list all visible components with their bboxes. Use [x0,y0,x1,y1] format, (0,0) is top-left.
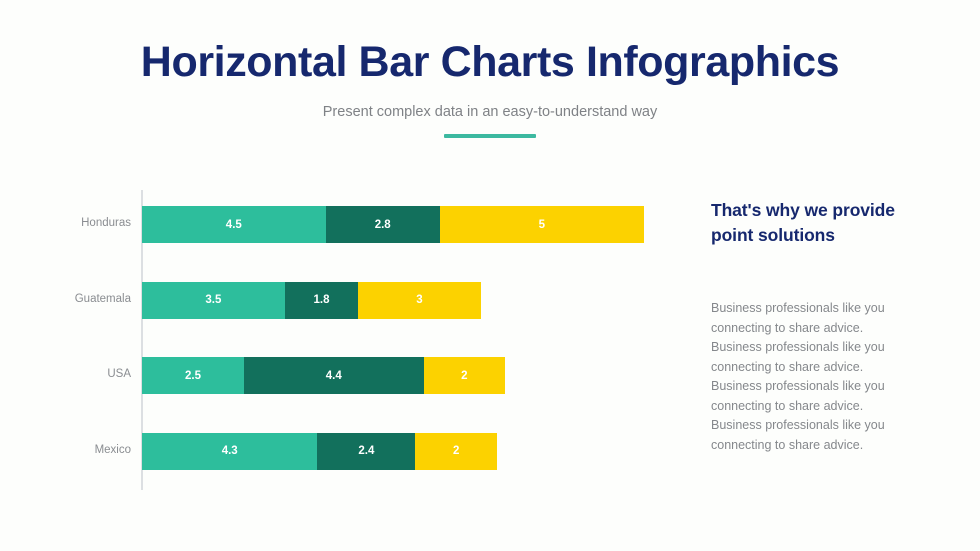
stacked-bar[interactable]: 4.5 2.8 5 [142,206,644,243]
bar-value-label: 2 [461,369,468,382]
bar-value-label: 2.8 [374,218,391,231]
category-label: Guatemala [74,292,131,305]
bar-row: Honduras 4.5 2.8 5 [0,190,700,266]
bar-value-label: 4.3 [221,445,238,457]
bar-segment[interactable]: 2 [415,432,497,470]
bar-rows: Honduras 4.5 2.8 5 Guatemala 3.5 1.8 3 USA 2.5 4.4… [0,190,700,492]
bar-value-label: 5 [538,218,546,231]
y-axis-line [141,190,143,490]
bar-value-label: 2 [452,445,460,457]
side-panel-heading: That's why we provide point solutions [711,200,895,245]
bar-segment[interactable]: 2.4 [317,432,416,470]
bar-segment[interactable]: 1.8 [284,281,359,319]
bar-value-label: 2.4 [358,445,375,457]
bar-segment[interactable]: 2.5 [142,357,244,394]
bar-value-label: 1.8 [313,294,330,306]
bar-row: USA 2.5 4.4 2 [0,341,700,417]
page-title: Horizontal Bar Charts Infographics [140,38,840,86]
bar-value-label: 3 [416,294,423,306]
bar-segment[interactable]: 2 [423,357,506,394]
stacked-bar[interactable]: 3.5 1.8 3 [142,281,481,319]
category-label: Mexico [94,443,131,456]
bar-segment[interactable]: 2.8 [325,206,440,243]
bar-row: Guatemala 3.5 1.8 3 [0,266,700,342]
bar-segment[interactable]: 4.5 [142,206,326,243]
accent-divider [444,134,536,138]
category-label: Honduras [81,217,131,229]
slide-header: Horizontal Bar Charts Infographics Prese… [0,36,980,138]
bar-value-label: 2.5 [185,369,201,382]
stacked-bar-chart: Honduras 4.5 2.8 5 Guatemala 3.5 1.8 3 USA 2.5 4.4… [0,190,700,492]
bar-segment[interactable]: 4.3 [142,432,318,470]
stacked-bar[interactable]: 4.3 2.4 2 [142,432,497,470]
stacked-bar[interactable]: 2.5 4.4 2 [142,357,506,394]
side-panel: That's why we provide point solutions Bu… [711,198,901,455]
bar-segment[interactable]: 3.5 [142,281,285,319]
side-panel-body: Business professionals like you connecti… [711,301,885,452]
category-label: USA [107,368,131,380]
bar-segment[interactable]: 3 [358,281,481,319]
bar-value-label: 4.5 [225,218,242,231]
bar-row: Mexico 4.3 2.4 2 [0,417,700,493]
bar-value-label: 3.5 [205,294,222,306]
bar-segment[interactable]: 5 [439,206,644,243]
bar-value-label: 4.4 [325,369,342,382]
bar-segment[interactable]: 4.4 [244,357,424,394]
page-subtitle: Present complex data in an easy-to-under… [322,104,658,120]
